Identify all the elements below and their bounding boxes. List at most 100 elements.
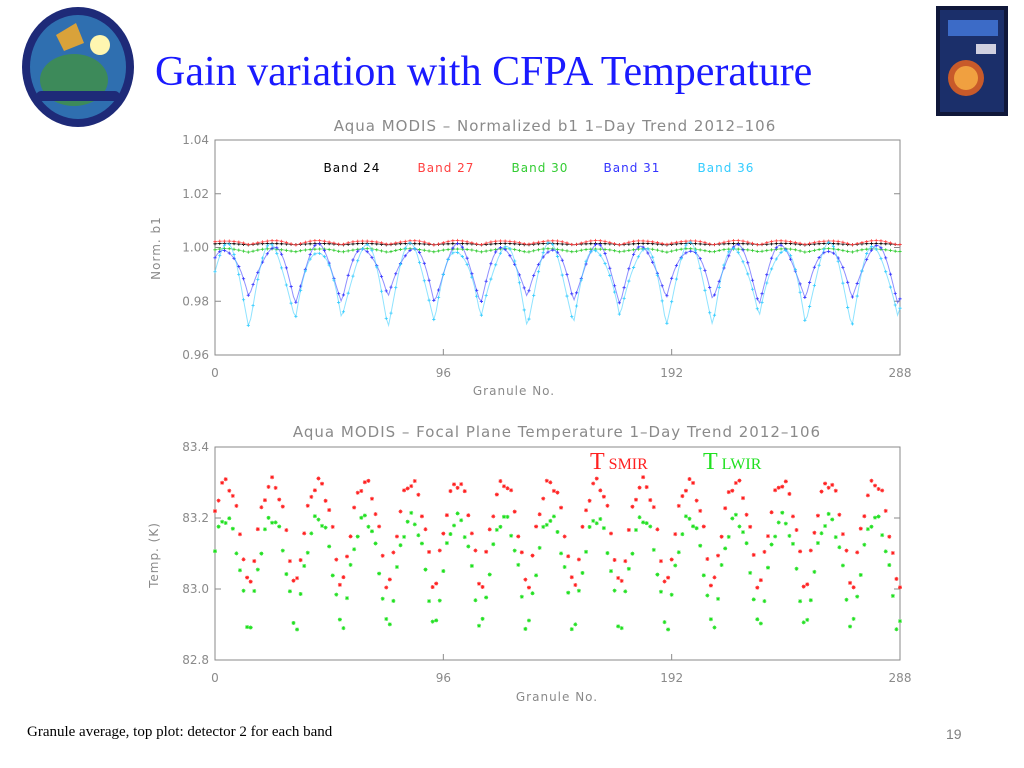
bottom-data-point (359, 488, 364, 493)
top-data-point (241, 298, 246, 302)
bottom-data-point (237, 532, 242, 537)
top-data-point (427, 241, 431, 246)
top-data-point (774, 257, 778, 261)
bottom-x-tick-label: 96 (436, 671, 451, 685)
bottom-data-point (213, 549, 217, 554)
bottom-data-point (858, 526, 863, 531)
top-data-point (375, 265, 379, 269)
bottom-data-point (737, 478, 742, 483)
top-data-point (593, 243, 598, 247)
top-data-point (417, 247, 422, 252)
bottom-data-point (505, 486, 510, 491)
top-data-point (712, 249, 717, 254)
top-data-point (693, 239, 698, 243)
top-data-point (727, 239, 731, 243)
top-data-point (341, 250, 346, 254)
bottom-data-point (801, 620, 806, 625)
bottom-data-point (391, 550, 396, 555)
top-data-point (389, 242, 393, 246)
top-data-point (470, 275, 474, 279)
top-y-tick-label: 1.04 (182, 133, 209, 147)
bottom-data-point (730, 516, 735, 521)
top-data-point (779, 250, 783, 255)
bottom-data-point (523, 626, 528, 631)
top-data-point (532, 273, 536, 278)
bottom-data-point (266, 515, 271, 520)
top-data-point (265, 244, 269, 248)
bottom-data-point (505, 514, 510, 519)
top-data-point (451, 242, 455, 246)
bottom-data-point (705, 593, 710, 598)
top-data-point (417, 242, 422, 246)
top-data-point (836, 259, 840, 263)
top-data-point (337, 242, 341, 246)
top-data-point (451, 239, 455, 243)
bottom-data-point (248, 579, 253, 584)
top-data-point (503, 239, 507, 243)
top-data-point (365, 239, 369, 243)
bottom-data-point (534, 573, 539, 578)
bottom-data-point (409, 484, 414, 489)
bottom-data-point (569, 627, 574, 632)
top-data-point (593, 238, 598, 243)
bottom-data-point (733, 512, 738, 517)
top-data-point (275, 251, 279, 255)
bottom-data-point (637, 485, 642, 490)
top-data-point (627, 248, 631, 253)
bottom-data-point (330, 573, 335, 578)
top-data-point (817, 240, 821, 244)
top-data-point (508, 247, 512, 251)
top-data-point (779, 247, 783, 251)
top-data-point (251, 304, 255, 308)
bottom-data-point (708, 617, 713, 622)
top-data-point (560, 240, 564, 244)
top-data-point (755, 249, 759, 254)
top-data-point (308, 257, 312, 261)
top-data-point (632, 252, 636, 256)
top-data-point (237, 272, 241, 277)
bottom-x-tick-label: 192 (660, 671, 683, 685)
bottom-data-point (416, 492, 421, 497)
top-data-point (498, 245, 503, 250)
top-data-point (456, 241, 460, 246)
bottom-data-point (509, 533, 514, 538)
top-data-point (322, 239, 327, 243)
top-data-point (517, 281, 522, 285)
top-data-point (736, 242, 740, 247)
top-data-point (570, 315, 574, 319)
top-data-point (869, 239, 874, 243)
bottom-data-point (662, 579, 667, 584)
top-y-tick-label: 0.96 (182, 348, 209, 362)
top-data-point (865, 239, 869, 244)
top-data-point (365, 247, 369, 251)
bottom-data-point (830, 482, 835, 487)
top-data-point (841, 281, 845, 285)
top-data-point (665, 294, 669, 298)
bottom-data-point (591, 481, 596, 486)
top-data-point (769, 267, 774, 271)
bottom-data-point (580, 524, 585, 529)
top-data-point (655, 240, 659, 245)
top-data-point (522, 242, 526, 246)
bottom-data-point (833, 535, 838, 540)
top-legend-entry: Band 36 (698, 161, 755, 175)
top-data-point (812, 283, 816, 288)
top-data-point (712, 293, 717, 297)
bottom-data-point (751, 597, 756, 602)
top-data-point (489, 240, 493, 244)
bottom-data-point (295, 576, 300, 581)
top-data-point (289, 284, 293, 289)
bottom-data-point (898, 585, 902, 590)
bottom-data-point (776, 520, 781, 525)
top-data-point (898, 297, 902, 301)
top-data-point (218, 239, 222, 243)
bottom-data-point (348, 562, 353, 567)
top-data-point (670, 241, 674, 245)
top-data-point (793, 267, 797, 272)
bottom-data-point (683, 514, 688, 519)
bottom-data-point (812, 530, 817, 535)
top-data-point (750, 241, 755, 245)
bottom-data-point (566, 554, 571, 559)
top-data-point (760, 292, 764, 296)
top-data-point (888, 248, 893, 252)
